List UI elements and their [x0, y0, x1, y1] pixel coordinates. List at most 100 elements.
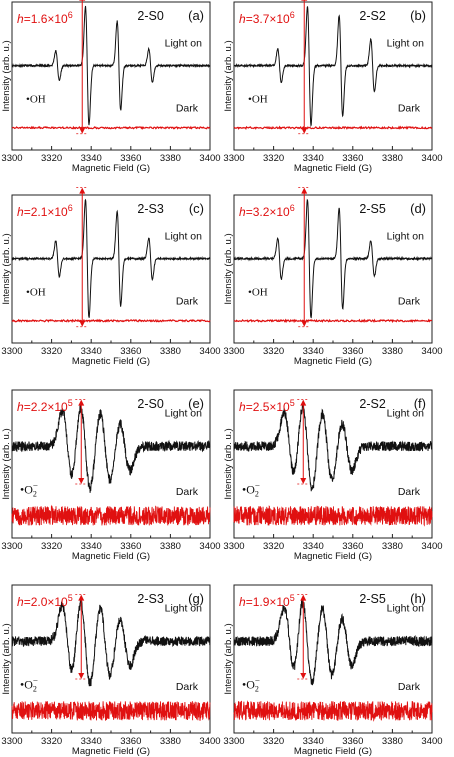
x-tick-label: 3320	[263, 541, 284, 552]
x-tick-label: 3380	[160, 736, 181, 747]
y-axis-label: Intensity (arb. u.)	[223, 623, 234, 694]
light-on-label: Light on	[387, 37, 425, 49]
sample-label: 2-S2	[359, 9, 385, 23]
x-tick-label: 3340	[303, 153, 324, 164]
x-axis-label: Magnetic Field (G)	[72, 163, 150, 174]
h-arrow-head-bottom	[301, 320, 308, 327]
x-tick-label: 3300	[1, 346, 22, 357]
x-axis-label: Magnetic Field (G)	[294, 356, 372, 367]
light-on-label: Light on	[165, 37, 203, 49]
panel-c: 3300 3320 3340 3360 3380 3400 Magnetic Field (…	[1, 187, 221, 367]
x-tick-label: 3380	[382, 736, 403, 747]
dark-spectrum	[233, 700, 433, 722]
x-tick-label: 3360	[342, 736, 363, 747]
light-on-label: Light on	[165, 603, 203, 615]
light-on-spectrum	[233, 403, 433, 492]
h-arrow-head-bottom	[78, 477, 85, 484]
x-tick-label: 3360	[342, 153, 363, 164]
light-on-label: Light on	[165, 230, 203, 242]
light-on-label: Light on	[165, 408, 203, 420]
x-tick-label: 3380	[382, 153, 403, 164]
x-axis-label: Magnetic Field (G)	[294, 746, 372, 757]
y-axis-label: Intensity (arb. u.)	[1, 233, 12, 304]
x-tick-label: 3400	[199, 736, 220, 747]
light-on-label: Light on	[387, 408, 425, 420]
y-axis-label: Intensity (arb. u.)	[1, 623, 12, 694]
y-axis-label: Intensity (arb. u.)	[1, 428, 12, 499]
x-axis-label: Magnetic Field (G)	[72, 746, 150, 757]
radical-label: •O2−	[242, 481, 260, 499]
dark-spectrum	[11, 125, 211, 130]
x-tick-label: 3380	[160, 346, 181, 357]
x-tick-label: 3300	[1, 541, 22, 552]
x-axis-label: Magnetic Field (G)	[294, 163, 372, 174]
sample-label: 2-S3	[137, 202, 163, 216]
x-tick-label: 3340	[81, 153, 102, 164]
panel-g: 3300 3320 3340 3360 3380 3400 Magnetic Field (…	[1, 584, 221, 757]
dark-spectrum	[11, 504, 211, 526]
sample-label: 2-S3	[137, 592, 163, 606]
x-axis-label: Magnetic Field (G)	[72, 356, 150, 367]
dark-spectrum	[11, 318, 211, 323]
h-arrow-head-top	[79, 0, 86, 1]
x-tick-label: 3380	[160, 153, 181, 164]
x-tick-label: 3320	[263, 736, 284, 747]
h-value-label: h=1.9×105	[239, 593, 295, 609]
radical-label: •O2−	[242, 676, 260, 694]
x-tick-label: 3380	[382, 346, 403, 357]
x-tick-label: 3400	[421, 346, 442, 357]
x-axis-label: Magnetic Field (G)	[294, 551, 372, 562]
dark-label: Dark	[176, 103, 199, 115]
panel-letter: (c)	[189, 201, 204, 216]
h-arrow-head-bottom	[79, 127, 86, 134]
light-on-spectrum	[11, 198, 211, 318]
dark-spectrum	[233, 318, 433, 324]
h-arrow-head-bottom	[301, 127, 308, 134]
x-tick-label: 3300	[1, 153, 22, 164]
light-on-spectrum	[233, 198, 433, 319]
x-tick-label: 3360	[120, 541, 141, 552]
h-arrow-head-top	[300, 594, 307, 601]
panel-h: 3300 3320 3340 3360 3380 3400 Magnetic Field (…	[223, 584, 443, 757]
light-on-spectrum	[11, 403, 211, 493]
dark-spectrum	[233, 125, 433, 130]
y-axis-label: Intensity (arb. u.)	[223, 233, 234, 304]
sample-label: 2-S5	[359, 202, 385, 216]
light-on-spectrum	[11, 5, 211, 126]
panel-f: 3300 3320 3340 3360 3380 3400 Magnetic Field (…	[223, 389, 443, 562]
x-tick-label: 3320	[263, 346, 284, 357]
light-on-label: Light on	[387, 603, 425, 615]
light-on-spectrum	[11, 598, 211, 687]
sample-label: 2-S0	[137, 9, 163, 23]
panel-letter: (d)	[410, 201, 426, 216]
dark-label: Dark	[176, 296, 199, 308]
x-tick-label: 3360	[120, 736, 141, 747]
sample-label: 2-S2	[359, 397, 385, 411]
panel-letter: (a)	[188, 8, 204, 23]
x-tick-label: 3320	[263, 153, 284, 164]
y-axis-label: Intensity (arb. u.)	[223, 428, 234, 499]
x-tick-label: 3300	[223, 541, 244, 552]
h-value-label: h=2.2×105	[17, 398, 73, 414]
h-arrow-head-top	[300, 399, 307, 406]
y-axis-label: Intensity (arb. u.)	[1, 40, 12, 111]
panel-letter: (e)	[188, 396, 204, 411]
x-tick-label: 3300	[223, 346, 244, 357]
x-tick-label: 3300	[223, 736, 244, 747]
dark-label: Dark	[398, 486, 421, 498]
x-tick-label: 3340	[303, 541, 324, 552]
h-value-label: h=1.6×106	[17, 10, 73, 26]
x-tick-label: 3400	[421, 736, 442, 747]
x-tick-label: 3320	[41, 346, 62, 357]
h-value-label: h=2.5×105	[239, 398, 295, 414]
x-tick-label: 3400	[421, 541, 442, 552]
x-tick-label: 3320	[41, 541, 62, 552]
panel-a: 3300 3320 3340 3360 3380 3400 Magnetic Field (…	[1, 0, 221, 174]
h-arrow-head-top	[78, 399, 85, 406]
panel-letter: (h)	[410, 591, 426, 606]
light-on-spectrum	[233, 6, 433, 128]
h-value-label: h=2.1×106	[17, 203, 73, 219]
x-tick-label: 3320	[41, 736, 62, 747]
x-tick-label: 3380	[160, 541, 181, 552]
